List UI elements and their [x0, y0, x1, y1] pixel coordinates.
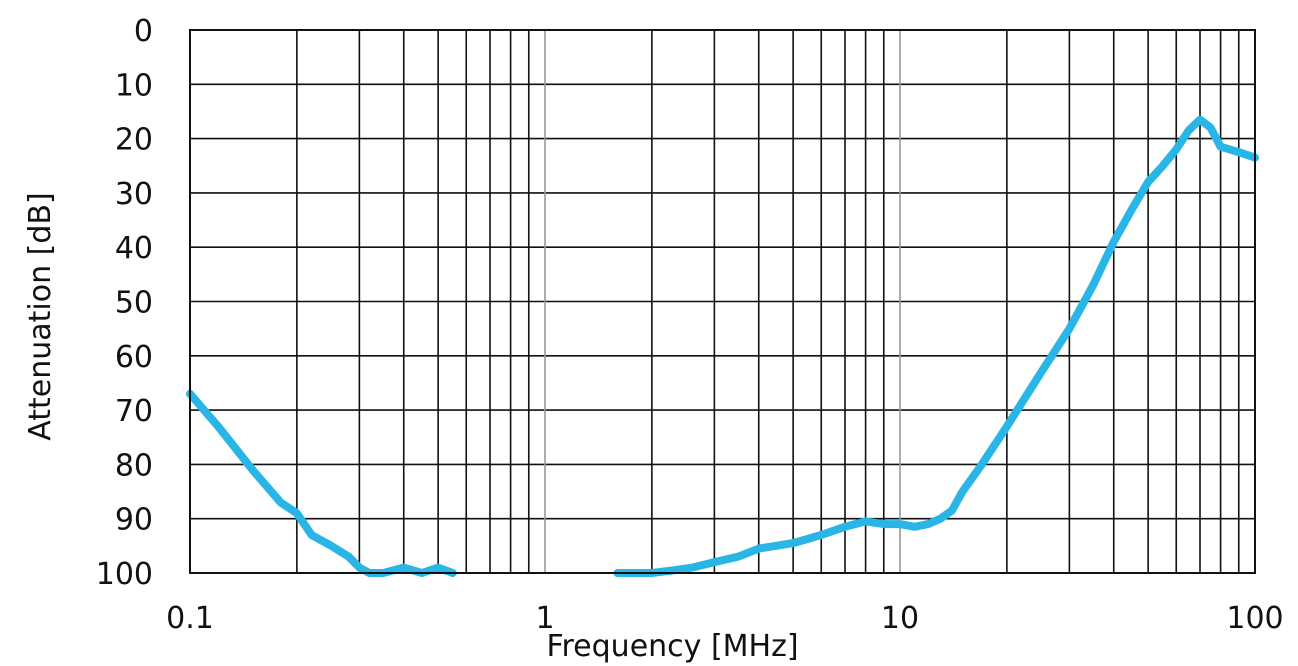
y-tick-label: 0 — [134, 14, 153, 49]
x-tick-label: 0.1 — [166, 601, 214, 636]
series-line-segment-1 — [186, 389, 457, 577]
y-tick-label: 50 — [115, 286, 153, 321]
x-tick-label: 100 — [1226, 601, 1283, 636]
y-tick-labels: 0 10 20 30 40 50 60 70 80 90 100 — [96, 14, 153, 592]
series-line-segment-2 — [613, 115, 1259, 577]
y-tick-label: 70 — [115, 394, 153, 429]
y-tick-label: 20 — [115, 123, 153, 158]
y-tick-label: 40 — [115, 231, 153, 266]
x-tick-labels: 0.1 1 10 100 — [166, 601, 1283, 636]
y-tick-label: 10 — [115, 68, 153, 103]
x-axis-title: Frequency [MHz] — [546, 629, 798, 664]
y-tick-label: 60 — [115, 340, 153, 375]
y-tick-label: 80 — [115, 448, 153, 483]
y-tick-label: 30 — [115, 177, 153, 212]
x-tick-label: 10 — [881, 601, 919, 636]
x-tick-label: 1 — [535, 601, 554, 636]
y-axis-title: Attenuation [dB] — [23, 192, 58, 440]
plot-frame — [189, 29, 1256, 574]
grid-lines — [190, 30, 1255, 573]
y-tick-label: 90 — [115, 503, 153, 538]
y-tick-label: 100 — [96, 557, 153, 592]
series-lines — [186, 115, 1259, 577]
